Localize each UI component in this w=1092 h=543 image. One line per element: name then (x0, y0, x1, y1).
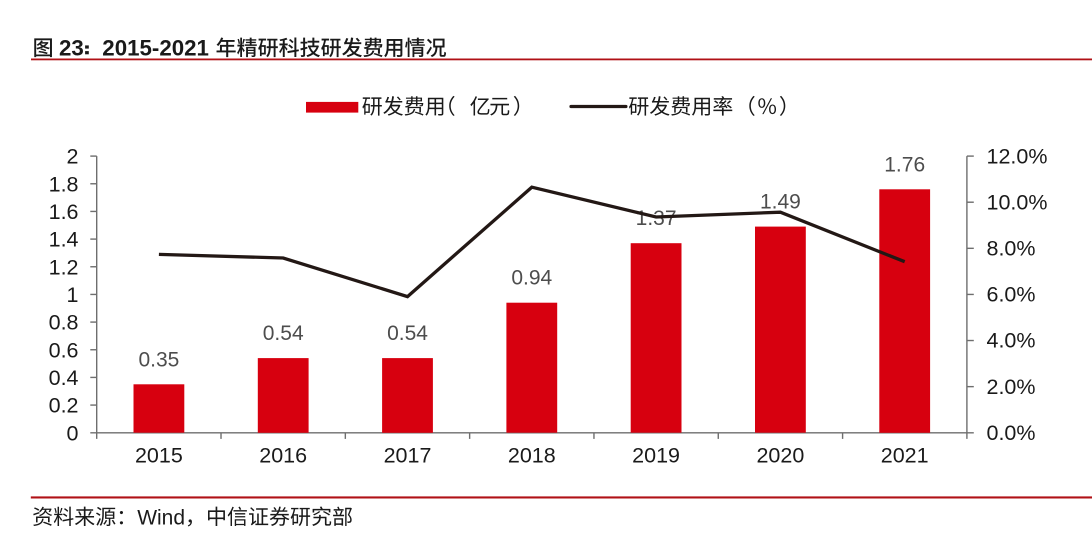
svg-text:1.37: 1.37 (636, 207, 677, 230)
svg-text:10.0%: 10.0% (987, 190, 1048, 214)
svg-text:1.8: 1.8 (49, 172, 79, 196)
svg-text:8.0%: 8.0% (987, 237, 1036, 261)
svg-text:2015-2021: 2015-2021 (102, 35, 209, 60)
svg-text:0.54: 0.54 (263, 322, 304, 345)
svg-text:1.76: 1.76 (884, 153, 925, 176)
svg-text:2016: 2016 (259, 444, 307, 468)
svg-text:2015: 2015 (135, 444, 183, 468)
svg-text:0.54: 0.54 (387, 322, 428, 345)
svg-text:23: 23 (59, 35, 84, 60)
svg-text:4.0%: 4.0% (987, 329, 1036, 353)
svg-text:0.8: 0.8 (49, 311, 79, 335)
svg-text:1.49: 1.49 (760, 191, 801, 214)
svg-text:0: 0 (67, 421, 79, 445)
svg-text:0.2: 0.2 (49, 394, 79, 418)
svg-text:0.94: 0.94 (511, 267, 552, 290)
svg-text:1: 1 (67, 283, 79, 307)
svg-text:2020: 2020 (756, 444, 804, 468)
svg-text:2.0%: 2.0% (987, 375, 1036, 399)
svg-text:2021: 2021 (881, 444, 929, 468)
svg-text:2019: 2019 (632, 444, 680, 468)
svg-text:1.4: 1.4 (49, 228, 79, 252)
svg-text:1.6: 1.6 (49, 200, 79, 224)
svg-text:6.0%: 6.0% (987, 283, 1036, 307)
svg-text:1.2: 1.2 (49, 255, 79, 279)
svg-text:2018: 2018 (508, 444, 556, 468)
svg-text:2017: 2017 (384, 444, 432, 468)
svg-text:12.0%: 12.0% (987, 144, 1048, 168)
svg-text:0.35: 0.35 (138, 348, 179, 371)
svg-text:0.0%: 0.0% (987, 421, 1036, 445)
svg-text:Wind: Wind (137, 506, 185, 529)
svg-text:0.4: 0.4 (49, 366, 79, 390)
svg-text:2: 2 (67, 145, 79, 169)
svg-text:0.6: 0.6 (49, 338, 79, 362)
